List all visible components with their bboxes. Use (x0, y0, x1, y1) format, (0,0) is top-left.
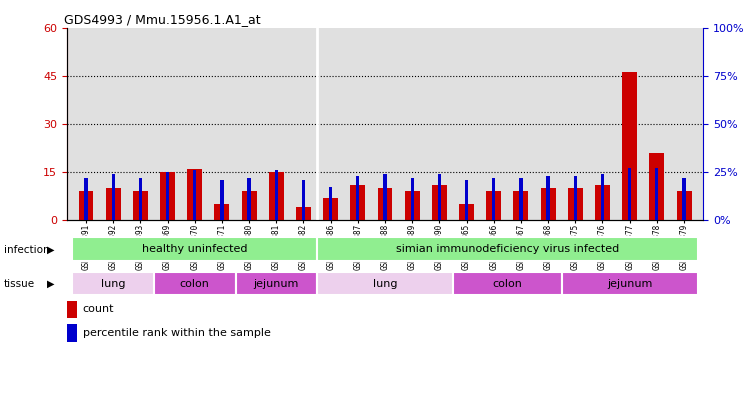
Bar (72, 272, 154, 296)
Bar (160, 172, 175, 220)
Bar (459, 204, 474, 220)
Text: ▶: ▶ (47, 279, 54, 289)
Bar (106, 188, 121, 220)
Bar (296, 207, 311, 220)
Bar (682, 178, 686, 220)
Text: simian immunodeficiency virus infected: simian immunodeficiency virus infected (396, 244, 619, 254)
Bar (193, 170, 196, 220)
Text: percentile rank within the sample: percentile rank within the sample (83, 328, 271, 338)
Text: lung: lung (373, 279, 397, 289)
Bar (236, 272, 317, 296)
Bar (112, 174, 115, 220)
Bar (437, 174, 441, 220)
Text: count: count (83, 305, 114, 314)
Bar (133, 191, 148, 220)
Bar (350, 185, 365, 220)
Bar (432, 185, 447, 220)
Bar (541, 188, 556, 220)
Bar (650, 153, 664, 220)
Bar (562, 272, 698, 296)
Bar (465, 180, 468, 220)
Bar (568, 188, 583, 220)
Text: GDS4993 / Mmu.15956.1.A1_at: GDS4993 / Mmu.15956.1.A1_at (64, 13, 260, 26)
Bar (269, 172, 283, 220)
Bar (242, 191, 257, 220)
Bar (411, 178, 414, 220)
Bar (574, 176, 577, 220)
Bar (377, 188, 393, 220)
Text: tissue: tissue (4, 279, 35, 289)
Bar (138, 178, 142, 220)
Text: healthy uninfected: healthy uninfected (142, 244, 248, 254)
Bar (154, 272, 236, 296)
Bar (248, 178, 251, 220)
Bar (601, 174, 604, 220)
Text: lung: lung (101, 279, 126, 289)
Bar (79, 191, 94, 220)
Bar (72, 237, 317, 261)
Bar (356, 176, 359, 220)
Text: jejunum: jejunum (607, 279, 652, 289)
Bar (220, 180, 223, 220)
Bar (275, 170, 278, 220)
Text: ▶: ▶ (47, 244, 54, 255)
Bar (519, 178, 522, 220)
Text: jejunum: jejunum (254, 279, 299, 289)
Bar (383, 174, 387, 220)
Bar (492, 178, 496, 220)
Bar (166, 172, 169, 220)
Bar (487, 191, 501, 220)
Bar (302, 180, 305, 220)
Text: colon: colon (493, 279, 522, 289)
Bar (595, 185, 610, 220)
Bar (628, 168, 632, 220)
Text: infection: infection (4, 244, 49, 255)
Text: colon: colon (180, 279, 210, 289)
Bar (317, 272, 453, 296)
Bar (329, 187, 333, 220)
Bar (84, 178, 88, 220)
Bar (187, 169, 202, 220)
Bar (655, 168, 658, 220)
Bar (513, 191, 528, 220)
Bar (317, 237, 698, 261)
Bar (323, 198, 338, 220)
Bar (547, 176, 550, 220)
Bar (405, 191, 420, 220)
Bar (676, 191, 691, 220)
Bar (453, 272, 562, 296)
Bar (622, 72, 637, 220)
Bar (214, 204, 229, 220)
